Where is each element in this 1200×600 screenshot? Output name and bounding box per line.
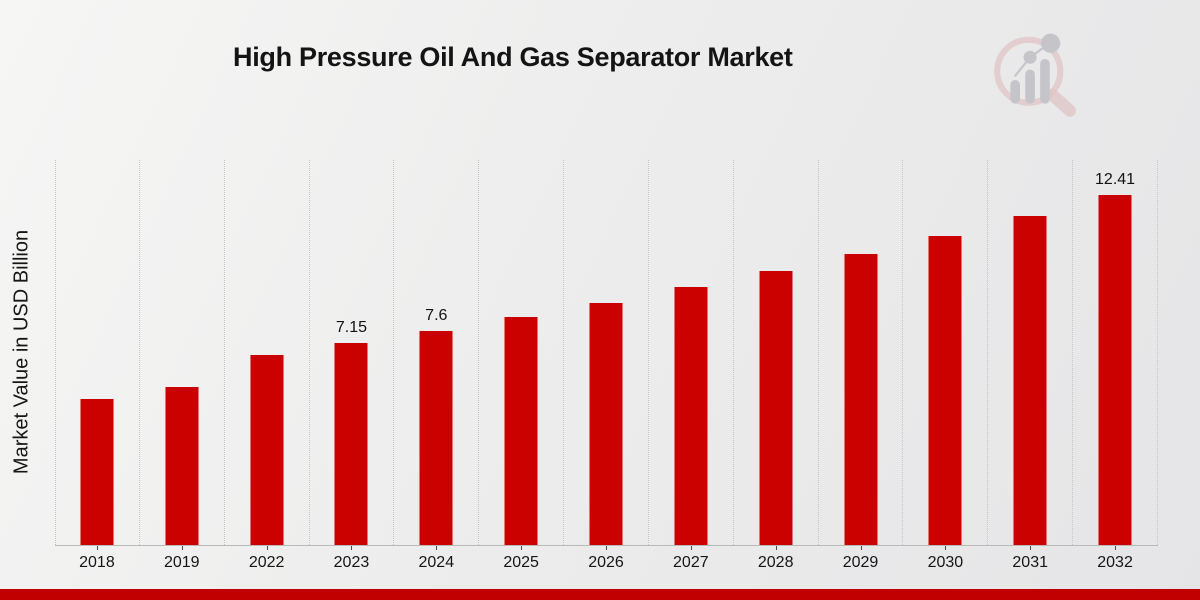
x-axis-tick [1115, 545, 1117, 550]
bar [928, 236, 963, 545]
x-axis-tick [775, 545, 777, 550]
x-axis-label: 2030 [927, 554, 964, 571]
chart-column: 2030 [903, 160, 989, 571]
chart-column: 2022 [225, 160, 310, 571]
chart-column: 2025 [479, 160, 565, 571]
chart-column: 7.6 2024 [394, 160, 480, 571]
x-axis-label: 2032 [1097, 554, 1133, 571]
x-axis-tick [96, 545, 98, 550]
x-axis-label: 2023 [333, 554, 370, 571]
x-axis-label: 2025 [503, 554, 539, 571]
x-axis-tick [690, 545, 692, 550]
bar-value-label: 7.15 [335, 319, 368, 336]
x-axis-label: 2028 [757, 554, 794, 571]
x-axis-label: 2029 [842, 554, 879, 571]
chart-column: 2028 [734, 160, 819, 571]
bar-value-label: 12.41 [1095, 171, 1136, 188]
chart-column: 2018 [55, 160, 140, 571]
bar-value-label: 7.6 [425, 307, 448, 324]
chart-column: 7.15 2023 [310, 160, 395, 571]
bar [419, 331, 454, 545]
x-axis-tick [181, 545, 183, 550]
y-axis-title: Market Value in USD Billion [10, 229, 33, 475]
x-axis-tick [1030, 545, 1032, 550]
page-title: High Pressure Oil And Gas Separator Mark… [233, 42, 793, 72]
bar [1098, 195, 1133, 545]
bar [758, 271, 793, 545]
bar [504, 317, 539, 545]
chart-column: 2031 [988, 160, 1074, 571]
chart-column: 2026 [564, 160, 649, 571]
x-axis-tick [266, 545, 268, 550]
bar-series: 2018 2019 2022 7.15 2023 7.6 2024 2025 2026 2027 2… [55, 160, 1158, 571]
chart-column: 2019 [140, 160, 225, 571]
bar [588, 303, 623, 545]
x-axis-tick [860, 545, 862, 550]
chart-column: 2027 [649, 160, 734, 571]
x-axis-label: 2019 [163, 554, 200, 571]
bar [673, 287, 708, 545]
y-axis-line [55, 160, 56, 545]
x-axis-tick [945, 545, 947, 550]
bar [249, 355, 284, 545]
chart-column: 2029 [819, 160, 904, 571]
magnifier-bar-chart-logo-icon [994, 33, 1076, 117]
bar [164, 387, 199, 545]
x-axis-label: 2026 [588, 554, 624, 571]
bar [79, 399, 114, 545]
plot-area: 2018 2019 2022 7.15 2023 7.6 2024 2025 2026 2027 2… [55, 160, 1158, 571]
x-axis-label: 2027 [673, 554, 709, 571]
x-axis-label: 2018 [79, 554, 115, 571]
x-axis-label: 2031 [1012, 554, 1048, 571]
x-axis-line [55, 545, 1158, 546]
x-axis-tick [351, 545, 353, 550]
x-axis-label: 2022 [248, 554, 285, 571]
chart-column: 12.41 2032 [1073, 160, 1158, 571]
x-axis-tick [605, 545, 607, 550]
bar [843, 254, 878, 545]
footer-accent-strip [0, 589, 1200, 600]
bar [334, 343, 369, 545]
x-axis-tick [521, 545, 523, 550]
x-axis-label: 2024 [418, 554, 455, 571]
x-axis-tick [436, 545, 438, 550]
bar [1013, 216, 1048, 545]
